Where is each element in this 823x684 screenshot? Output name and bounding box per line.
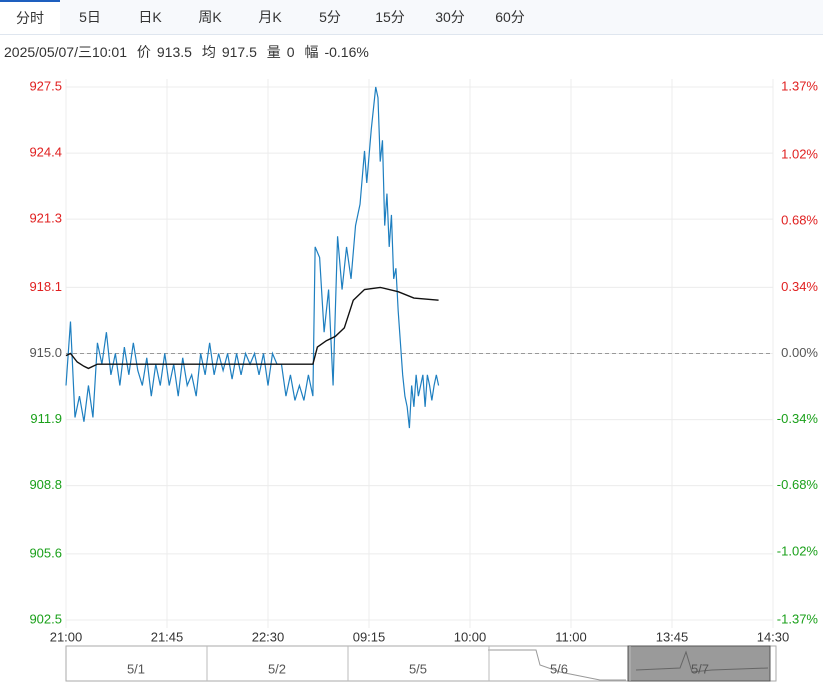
y-tick-label: 924.4 (29, 145, 62, 160)
x-tick-label: 21:00 (50, 629, 83, 644)
info-label: 幅 (304, 44, 319, 60)
price-line (65, 86, 440, 429)
x-tick-label: 13:45 (656, 629, 689, 644)
y-tick-label: 902.5 (29, 611, 62, 626)
tab[interactable]: 周K (198, 9, 222, 25)
y2-tick-label: 0.00% (781, 345, 818, 360)
y2-tick-label: 0.34% (781, 279, 818, 294)
x-tick-label: 11:00 (555, 629, 587, 644)
tab[interactable]: 5日 (79, 9, 101, 25)
info-value: -0.16% (324, 44, 369, 60)
x-tick-label: 14:30 (757, 629, 790, 644)
info-value: 917.5 (221, 44, 257, 60)
y-tick-label: 905.6 (29, 545, 62, 560)
info-value: 0 (286, 44, 295, 60)
y2-tick-label: -0.34% (777, 411, 819, 426)
y-tick-label: 927.5 (29, 78, 62, 93)
navigator-sketch (635, 650, 769, 673)
x-tick-label: 09:15 (353, 629, 386, 644)
info-time: 2025/05/07/三10:01 (4, 44, 127, 60)
x-tick-label: 10:00 (454, 629, 487, 644)
tab[interactable]: 30分 (435, 9, 465, 25)
tab[interactable]: 月K (258, 9, 282, 25)
tab-bar: 分时 5日 日K 周K 月K 5分 15分 30分 60分 (0, 0, 823, 35)
info-value: 913.5 (156, 44, 192, 60)
y-tick-label: 911.9 (30, 411, 62, 426)
tab[interactable]: 分时 (0, 0, 60, 34)
x-tick-label: 22:30 (252, 629, 285, 644)
navigator-label: 5/2 (268, 661, 286, 676)
y2-tick-label: -1.37% (777, 611, 819, 626)
tab[interactable]: 5分 (319, 9, 341, 25)
x-tick-label: 21:45 (151, 629, 184, 644)
navigator-label: 5/7 (691, 661, 709, 676)
tab[interactable]: 日K (138, 9, 162, 25)
y2-tick-label: 1.37% (781, 78, 818, 93)
y2-tick-label: 1.02% (781, 147, 818, 162)
y-tick-label: 921.3 (29, 211, 62, 226)
tab[interactable]: 15分 (375, 9, 405, 25)
navigator-sketch (488, 649, 626, 681)
navigator-window[interactable] (627, 645, 771, 682)
navigator-label: 5/5 (409, 661, 427, 676)
navigator-label: 5/1 (127, 661, 145, 676)
info-label: 量 (266, 44, 281, 60)
y-tick-label: 915.0 (29, 345, 62, 360)
y2-tick-label: -1.02% (777, 543, 819, 558)
tab[interactable]: 60分 (495, 9, 525, 25)
navigator-label: 5/6 (550, 661, 568, 676)
y-tick-label: 908.8 (29, 477, 62, 492)
y2-tick-label: -0.68% (777, 477, 819, 492)
price-line (65, 286, 439, 370)
info-label: 均 (201, 44, 216, 60)
y2-tick-label: 0.68% (781, 213, 818, 228)
y-tick-label: 918.1 (29, 279, 62, 294)
info-label: 价 (136, 44, 151, 60)
